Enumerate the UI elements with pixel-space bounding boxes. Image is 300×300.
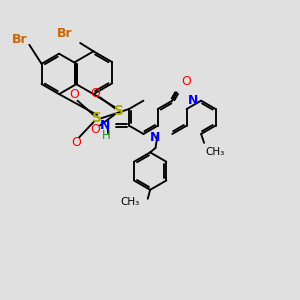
Text: S: S [114,104,124,118]
Text: O: O [71,136,81,149]
Text: O: O [90,87,100,100]
Text: Br: Br [57,27,73,40]
Text: O: O [90,123,100,136]
Text: CH₃: CH₃ [121,197,140,207]
Text: N: N [100,118,111,131]
Text: S: S [92,112,102,125]
Text: O: O [69,88,79,101]
Text: H: H [102,129,110,142]
Text: O: O [181,75,191,88]
Text: Br: Br [12,33,28,46]
Text: N: N [188,94,199,107]
Text: N: N [150,131,161,144]
Text: CH₃: CH₃ [206,147,225,157]
